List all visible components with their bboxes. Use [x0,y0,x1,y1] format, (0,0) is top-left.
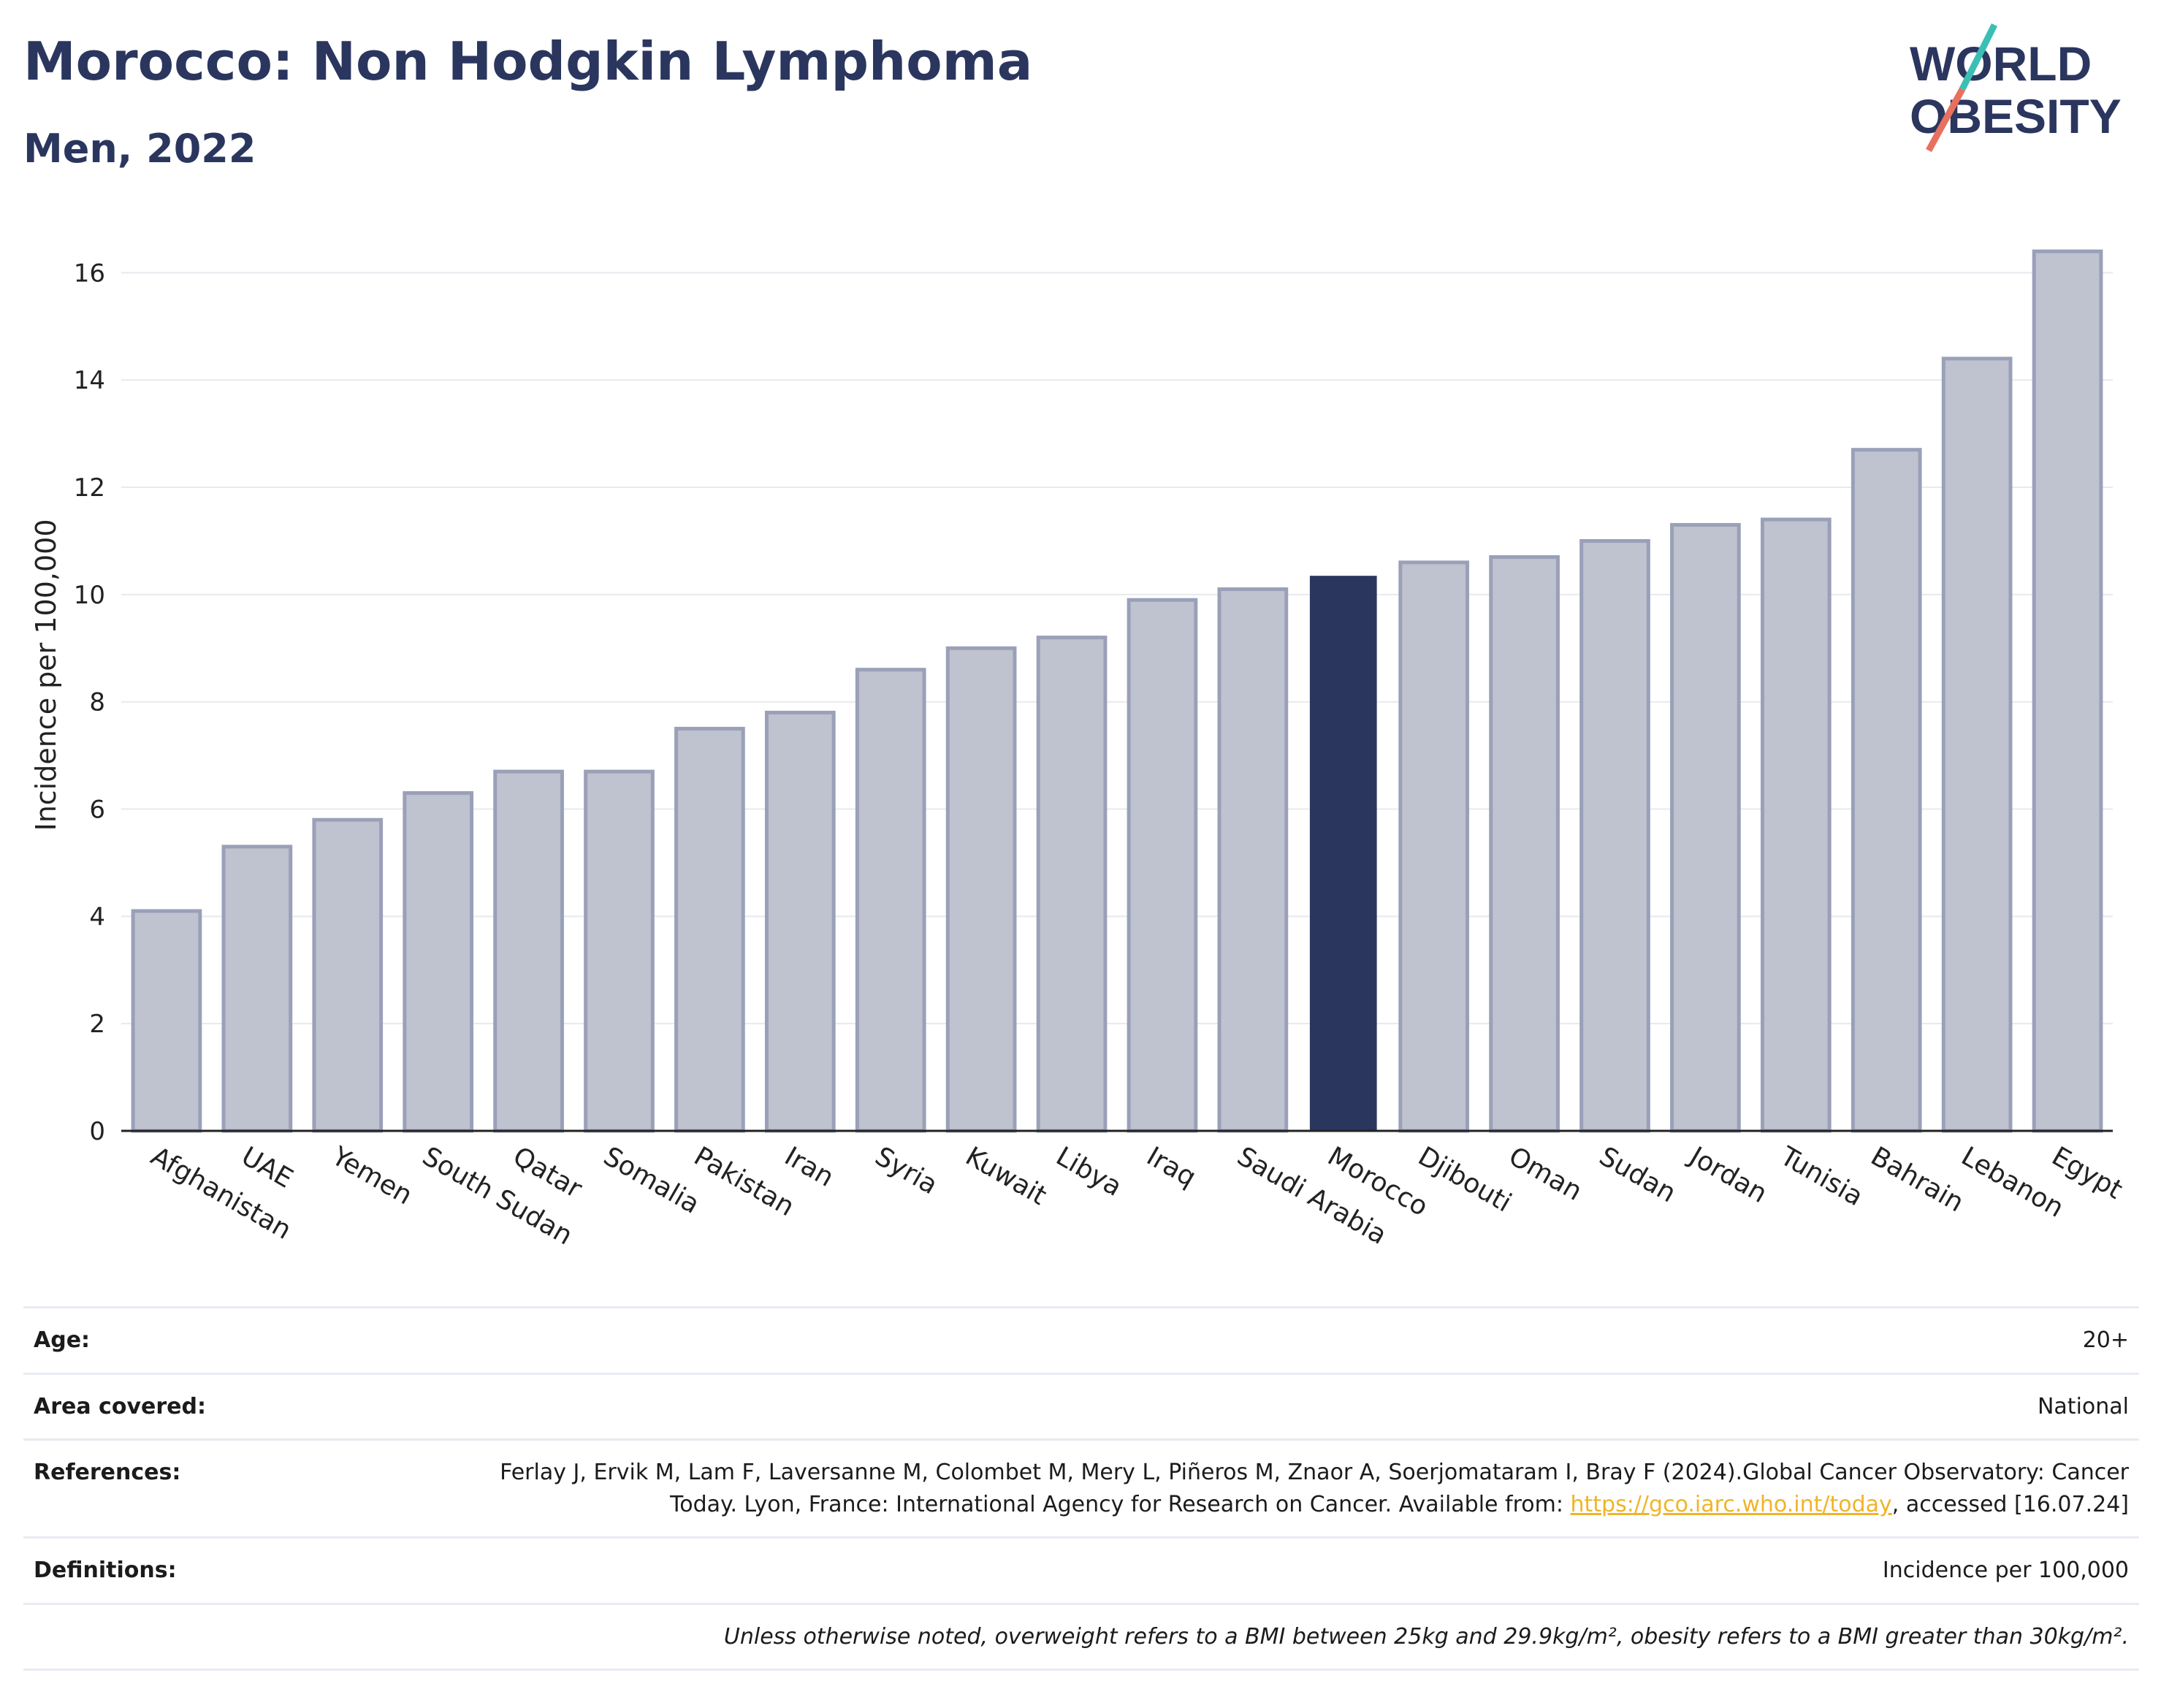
y-tick-label: 2 [89,1010,105,1039]
bar [1579,538,1650,1133]
bar [584,769,655,1133]
x-tick-label: Tunisia [1775,1141,1868,1212]
y-tick-label: 8 [89,688,105,717]
info-row-note: Unless otherwise noted, overweight refer… [23,1602,2139,1671]
info-row-area: Area covered: National [23,1372,2139,1440]
age-label: Age: [23,1306,482,1373]
x-tick-label: Syria [870,1141,942,1200]
references-tail: , accessed [16.07.24] [1891,1491,2129,1517]
bar [131,909,202,1133]
info-row-age: Age: 20+ [23,1306,2139,1373]
svg-text:OBESITY: OBESITY [1910,89,2122,143]
references-value: Ferlay J, Ervik M, Lam F, Laversanne M, … [482,1438,2139,1538]
info-row-references: References: Ferlay J, Ervik M, Lam F, La… [23,1438,2139,1538]
info-table: Age: 20+ Area covered: National Referenc… [23,1306,2139,1671]
x-tick-label: Jordan [1683,1140,1772,1209]
x-tick-label: Kuwait [961,1141,1052,1211]
bmi-note: Unless otherwise noted, overweight refer… [482,1602,2139,1671]
y-tick-label: 16 [74,259,105,288]
page-subtitle: Men, 2022 [23,126,256,172]
definitions-value: Incidence per 100,000 [482,1536,2139,1604]
x-tick-label: Pakistan [689,1141,799,1222]
x-tick-label: Iraq [1141,1141,1200,1193]
references-label: References: [23,1438,482,1538]
bar [403,791,474,1133]
references-text: Ferlay J, Ervik M, Lam F, Laversanne M, … [500,1460,2129,1517]
bar [1309,576,1377,1131]
x-tick-label: UAE [236,1141,297,1194]
bar [1941,357,2013,1133]
bar [493,769,564,1133]
y-tick-label: 12 [74,473,105,503]
bar [1851,448,1922,1133]
y-tick-label: 4 [89,902,105,931]
x-tick-label: Sudan [1594,1141,1681,1208]
svg-text:WORLD: WORLD [1910,37,2092,91]
bar [1127,598,1198,1133]
page-title: Morocco: Non Hodgkin Lymphoma [23,31,1033,92]
x-tick-label: Somalia [598,1141,704,1220]
bar [764,710,836,1133]
bar [1670,522,1741,1133]
x-tick-label: Bahrain [1866,1141,1969,1218]
definitions-label: Definitions: [23,1536,482,1604]
x-tick-label: Lebanon [1956,1141,2069,1224]
y-tick-label: 14 [74,366,105,395]
bar [1036,636,1108,1133]
bar [2032,249,2103,1133]
x-tick-label: South Sudan [417,1141,577,1251]
bar [1398,560,1470,1133]
x-tick-label: Saudi Arabia [1232,1141,1391,1251]
x-tick-label: Iran [780,1141,839,1193]
area-label: Area covered: [23,1372,482,1440]
bar [1217,587,1289,1133]
bar [221,845,293,1133]
bar [855,668,926,1133]
info-row-definitions: Definitions: Incidence per 100,000 [23,1536,2139,1604]
x-tick-label: Djibouti [1413,1141,1516,1218]
x-tick-label: Oman [1503,1141,1587,1207]
references-link[interactable]: https://gco.iarc.who.int/today [1570,1491,1892,1517]
bar [674,726,745,1133]
x-tick-label: Libya [1051,1141,1127,1202]
y-tick-label: 10 [74,581,105,610]
world-obesity-logo: WORLD OBESITY [1910,23,2122,153]
area-value: National [482,1372,2139,1440]
bar [1489,554,1560,1133]
bar [1760,517,1832,1133]
y-tick-label: 6 [89,796,105,825]
bar [945,646,1017,1133]
x-tick-label: Yemen [326,1141,417,1211]
y-axis-title: Incidence per 100,000 [30,519,62,831]
bar [312,817,384,1133]
age-value: 20+ [482,1306,2139,1373]
y-tick-label: 0 [89,1117,105,1146]
